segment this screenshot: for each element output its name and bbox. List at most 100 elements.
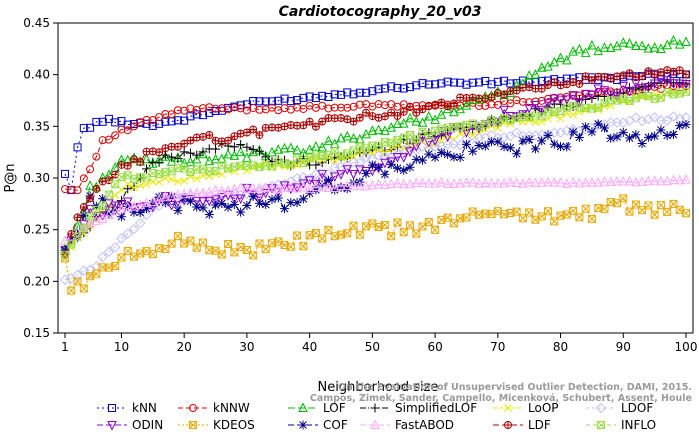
data-point-odin (110, 201, 120, 212)
data-point-lof (223, 148, 233, 159)
data-point-kdeos (249, 251, 258, 260)
data-point-fastabod (342, 180, 353, 190)
x-tick-label: 70 (490, 340, 505, 354)
x-axis: 1 10 20 30 40 50 60 70 80 90 100 (61, 333, 697, 354)
data-point-fastabod (329, 182, 340, 192)
data-point-fastabod (242, 182, 252, 193)
data-point-knn (205, 108, 214, 117)
legend-item-odin: ODIN (97, 418, 163, 432)
data-point-kdeos (387, 232, 396, 241)
data-point-cof (512, 149, 522, 159)
data-point-fastabod (643, 175, 654, 186)
data-point-knnw (130, 122, 138, 131)
data-point-kdeos (299, 242, 308, 251)
data-point-cof (292, 198, 302, 208)
data-point-fastabod (656, 175, 666, 186)
data-point-lof (273, 144, 284, 154)
data-point-cof (229, 199, 239, 209)
data-point-knn (192, 110, 201, 119)
data-point-ldof (392, 149, 403, 160)
legend-marker (189, 404, 197, 412)
data-point-ldof (555, 127, 566, 138)
data-point-cof (668, 130, 678, 139)
data-point-fastabod (574, 177, 585, 188)
data-point-knn (437, 79, 446, 88)
data-point-cof (142, 204, 152, 214)
data-point-knn (412, 81, 421, 90)
data-point-cof (418, 155, 428, 165)
data-point-lof (348, 132, 359, 143)
data-point-kdeos (412, 229, 421, 238)
data-point-odin (392, 153, 403, 163)
data-point-odin (166, 201, 177, 211)
data-point-odin (405, 147, 415, 158)
data-point-odin (624, 86, 635, 97)
data-point-lof (580, 47, 591, 57)
data-point-cof (336, 182, 346, 192)
data-point-lof (185, 156, 196, 167)
data-point-knn (374, 85, 383, 94)
data-point-lof (191, 153, 202, 164)
data-point-lof (530, 68, 541, 79)
data-point-cof (593, 119, 603, 129)
chart-title: Cardiotocography_20_v03 (279, 4, 482, 20)
data-point-knn (468, 78, 477, 87)
data-point-lof (536, 62, 547, 72)
data-point-knnw (324, 104, 333, 113)
data-point-odin (430, 136, 440, 147)
legend-item-inflo: INFLO (586, 418, 656, 432)
data-point-odin (637, 83, 647, 94)
data-point-lof (631, 40, 641, 51)
data-point-ldof (404, 143, 416, 154)
legend-item-simplifiedlof: SimplifiedLOF (360, 401, 477, 415)
data-point-ldof (122, 228, 133, 239)
data-point-odin (336, 170, 346, 180)
data-point-fastabod (612, 175, 622, 186)
data-point-lof (198, 148, 208, 159)
data-point-fastabod (355, 180, 365, 191)
data-point-ldof (109, 242, 121, 253)
data-point-lof (248, 146, 258, 157)
data-point-kdeos (355, 230, 364, 239)
data-point-ldof (360, 152, 372, 163)
data-point-simplifiedlof (123, 184, 133, 194)
legend-item-fastabod: FastABOD (360, 418, 454, 432)
data-point-fastabod (185, 187, 196, 198)
y-tick-label: 0.15 (23, 326, 50, 340)
data-point-ldof (643, 113, 654, 125)
data-point-fastabod (637, 176, 647, 186)
data-point-knnw (211, 104, 220, 113)
data-point-lof (317, 141, 327, 152)
data-point-lof (668, 34, 679, 45)
data-point-lof (442, 103, 453, 114)
data-point-odin (122, 197, 133, 208)
data-point-ldof (636, 115, 648, 127)
data-point-knnw (506, 99, 515, 108)
data-point-fastabod (336, 180, 346, 190)
data-point-lof (373, 124, 384, 135)
x-tick-label: 50 (365, 340, 380, 354)
data-point-fastabod (442, 178, 453, 189)
data-point-knn (355, 88, 364, 97)
data-point-odin (493, 117, 503, 128)
data-point-knnw (67, 185, 76, 194)
data-point-odin (104, 199, 114, 209)
data-point-cof (273, 193, 283, 203)
data-point-loop (556, 114, 565, 123)
data-point-fastabod (198, 187, 208, 197)
data-point-odin (97, 211, 108, 222)
data-point-cof (374, 162, 384, 172)
data-point-kdeos (587, 214, 596, 223)
data-point-knn (500, 76, 509, 85)
data-point-simplifiedlof (261, 152, 271, 162)
data-point-fastabod (511, 177, 522, 188)
data-point-fastabod (405, 178, 415, 189)
data-point-odin (235, 194, 246, 205)
data-point-cof (211, 200, 221, 210)
data-point-cof (631, 130, 641, 140)
data-point-odin (530, 100, 541, 111)
data-point-lof (681, 36, 691, 47)
data-point-knn (456, 78, 465, 87)
data-point-lof (461, 99, 472, 110)
data-point-simplifiedlof (192, 150, 202, 160)
